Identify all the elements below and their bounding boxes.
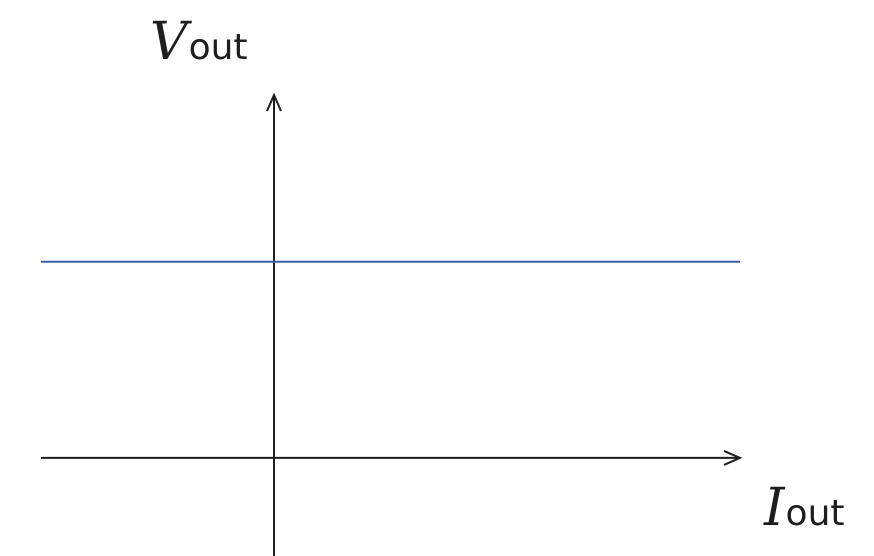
y-axis-subscript: out [188,27,248,68]
axes [41,92,743,556]
y-axis-label: Vout [150,16,248,68]
x-axis-label: Iout [764,482,845,534]
x-axis-arrowhead [723,449,743,466]
x-axis-subscript: out [785,493,845,534]
y-axis-symbol: V [150,12,188,72]
x-axis-symbol: I [764,478,785,538]
y-axis-arrowhead [266,92,282,112]
